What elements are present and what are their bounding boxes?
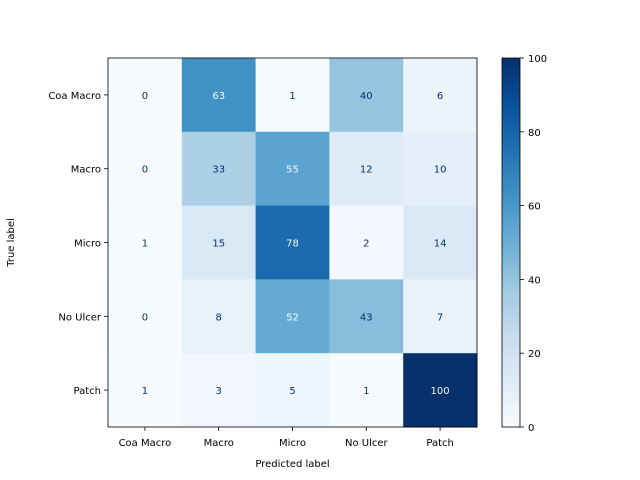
y-axis-title: True label xyxy=(6,218,17,268)
heatmap-cell xyxy=(108,205,183,280)
heatmap-cell xyxy=(181,279,257,354)
cell-value-label: 10 xyxy=(434,165,447,176)
cell-value-label: 3 xyxy=(216,386,222,397)
heatmap-cell xyxy=(255,279,330,354)
x-tick-label: Coa Macro xyxy=(119,438,172,449)
y-tick-label: Macro xyxy=(71,165,101,176)
cell-value-label: 0 xyxy=(142,91,148,102)
colorbar-tick-label: 60 xyxy=(528,202,541,213)
cell-value-label: 1 xyxy=(289,91,295,102)
y-tick-label: Patch xyxy=(74,386,101,397)
cell-value-label: 0 xyxy=(142,165,148,176)
cell-value-label: 0 xyxy=(142,312,148,323)
y-tick-label: Micro xyxy=(74,239,101,250)
heatmap-cell xyxy=(108,353,183,428)
cell-value-label: 33 xyxy=(212,165,225,176)
cell-value-label: 52 xyxy=(286,312,299,323)
heatmap-cell xyxy=(403,279,478,354)
colorbar-tick-label: 20 xyxy=(528,349,541,360)
heatmap-cell xyxy=(108,58,183,133)
x-axis-title: Predicted label xyxy=(255,459,329,470)
heatmap-cells xyxy=(108,58,478,428)
cell-value-label: 1 xyxy=(363,386,369,397)
cell-value-label: 15 xyxy=(212,239,225,250)
colorbar-tick-label: 40 xyxy=(528,275,541,286)
colorbar-axis: 0 20 40 60 80 100 xyxy=(520,54,547,434)
heatmap-cell xyxy=(403,353,478,428)
x-tick-label: Micro xyxy=(279,438,306,449)
heatmap-cell xyxy=(329,353,404,428)
cell-value-label: 1 xyxy=(142,239,148,250)
cell-value-label: 43 xyxy=(360,312,373,323)
heatmap-cell xyxy=(181,58,257,133)
heatmap-cell xyxy=(255,353,330,428)
colorbar-tick-label: 0 xyxy=(528,423,534,434)
heatmap-cell xyxy=(403,131,478,207)
heatmap-cell xyxy=(329,131,404,207)
heatmap-cell xyxy=(108,131,183,207)
x-tick-label: Patch xyxy=(426,438,453,449)
x-tick-label: No Ulcer xyxy=(345,438,389,449)
heatmap-cell xyxy=(329,58,404,133)
x-tick-label: Macro xyxy=(204,438,234,449)
colorbar-tick-label: 100 xyxy=(528,54,547,65)
colorbar xyxy=(501,57,521,428)
cell-value-label: 55 xyxy=(286,165,299,176)
cell-value-label: 7 xyxy=(437,312,443,323)
heatmap-cell xyxy=(255,131,330,207)
y-tick-label: No Ulcer xyxy=(58,312,102,323)
colorbar-tick-label: 80 xyxy=(528,128,541,139)
heatmap-cell xyxy=(181,131,257,207)
cell-value-label: 8 xyxy=(216,312,222,323)
heatmap-cell xyxy=(181,205,257,280)
cell-value-label: 12 xyxy=(360,165,373,176)
heatmap-cell xyxy=(329,279,404,354)
heatmap-cell xyxy=(108,279,183,354)
y-tick-label: Coa Macro xyxy=(48,91,101,102)
cell-value-label: 2 xyxy=(363,239,369,250)
heatmap-cell xyxy=(255,205,330,280)
heatmap-cell-labels: 0 63 1 40 60 33 55 12 101 15 78 2 140 8 52 43 71 3 5 1 100 xyxy=(142,91,450,397)
cell-value-label: 63 xyxy=(212,91,225,102)
x-axis: Coa Macro Macro Micro No Ulcer Patch xyxy=(119,427,454,449)
cell-value-label: 5 xyxy=(289,386,295,397)
heatmap-cell xyxy=(181,353,257,428)
cell-value-label: 100 xyxy=(431,386,450,397)
cell-value-label: 78 xyxy=(286,239,299,250)
heatmap-cell xyxy=(403,58,478,133)
cell-value-label: 40 xyxy=(360,91,373,102)
y-axis: Coa Macro Macro Micro No Ulcer Patch xyxy=(48,91,108,397)
heatmap-cell xyxy=(329,205,404,280)
heatmap-cell xyxy=(255,58,330,133)
heatmap-cell xyxy=(403,205,478,280)
cell-value-label: 1 xyxy=(142,386,148,397)
cell-value-label: 14 xyxy=(434,239,447,250)
cell-value-label: 6 xyxy=(437,91,443,102)
